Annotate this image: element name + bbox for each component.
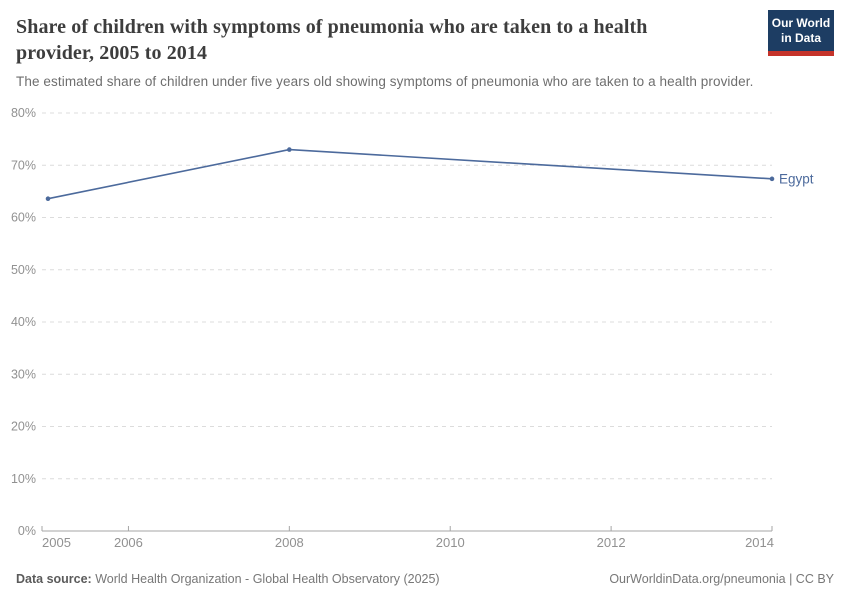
data-point-egypt-2008[interactable]	[287, 147, 292, 152]
chart-title: Share of children with symptoms of pneum…	[16, 16, 648, 65]
x-axis-tick-label: 2010	[436, 535, 465, 550]
x-axis-tick-label: 2006	[114, 535, 143, 550]
x-axis-tick-label: 2008	[275, 535, 304, 550]
y-axis-tick-label: 0%	[18, 524, 36, 538]
y-axis-tick-label: 30%	[11, 367, 36, 381]
chart-subtitle: The estimated share of children under fi…	[16, 74, 754, 89]
y-axis-tick-label: 80%	[11, 106, 36, 120]
x-axis-tick-label: 2005	[42, 535, 71, 550]
owid-logo-line1: Our World	[771, 16, 831, 30]
line-chart[interactable]: 0% 10% 20% 30% 40% 50% 60% 70% 80% 2005 2006 2008 20…	[0, 98, 850, 560]
data-point-egypt-2014[interactable]	[769, 176, 775, 182]
attribution: OurWorldinData.org/pneumonia | CC BY	[609, 572, 834, 586]
data-line-egypt[interactable]	[47, 148, 773, 200]
owid-link[interactable]: OurWorldinData.org/pneumonia	[609, 572, 786, 586]
series-label-egypt[interactable]: Egypt	[779, 171, 814, 186]
x-axis-tick-label: 2014	[745, 535, 774, 550]
y-axis-tick-label: 50%	[11, 263, 36, 277]
data-source-text: World Health Organization - Global Healt…	[95, 572, 440, 586]
x-axis-tick-label: 2012	[597, 535, 626, 550]
license-label: CC BY	[795, 572, 834, 586]
y-axis-tick-label: 60%	[11, 211, 36, 225]
chart-header: Share of children with symptoms of pneum…	[16, 10, 834, 67]
data-source: Data source: World Health Organization -…	[16, 572, 440, 586]
data-source-label: Data source:	[16, 572, 92, 586]
y-axis-tick-label: 10%	[11, 472, 36, 486]
data-point-egypt-2005[interactable]	[45, 196, 51, 201]
y-axis-tick-label: 70%	[11, 158, 36, 172]
attribution-separator: |	[785, 572, 796, 586]
owid-logo-line2: in Data	[780, 31, 821, 45]
owid-logo[interactable]: Our World in Data	[768, 10, 834, 56]
y-axis-tick-label: 40%	[11, 315, 36, 329]
chart-footer: Data source: World Health Organization -…	[16, 572, 834, 586]
y-axis-tick-label: 20%	[11, 420, 36, 434]
